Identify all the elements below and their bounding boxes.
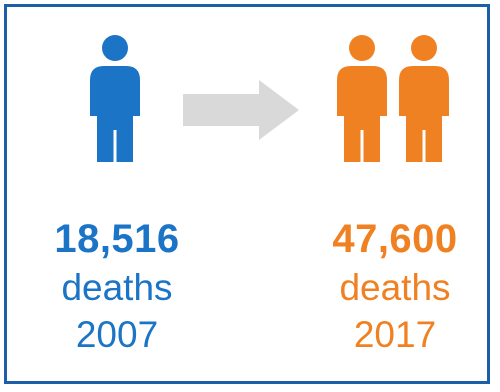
person-icon-2007 <box>84 34 146 164</box>
death-count-2007: 18,516 <box>54 217 180 261</box>
deaths-label-2017: deaths <box>339 267 451 308</box>
stat-2007: 18,516 deaths 2007 <box>17 219 217 353</box>
right-arrow-icon <box>183 80 301 140</box>
year-2007: 2007 <box>75 314 159 355</box>
person-icon-2017-a <box>331 34 393 164</box>
death-count-2017: 47,600 <box>332 217 458 261</box>
deaths-label-2007: deaths <box>61 267 173 308</box>
stat-2017: 47,600 deaths 2017 <box>295 219 495 353</box>
person-icon-2017-b <box>393 34 455 164</box>
year-2017: 2017 <box>353 314 437 355</box>
